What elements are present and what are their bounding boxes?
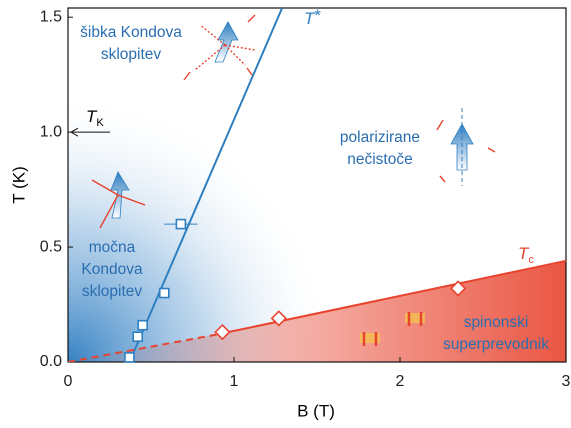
y-axis-label: T (K) <box>9 166 28 203</box>
region-label: sklopitev <box>82 283 143 300</box>
data-point <box>138 321 147 330</box>
y-tick-label: 0.0 <box>40 353 62 370</box>
x-tick-label: 3 <box>562 373 571 390</box>
data-point <box>125 353 134 362</box>
x-tick-label: 1 <box>230 373 239 390</box>
region-label: spinonski <box>464 314 529 331</box>
region-label: šibka Kondova <box>80 24 182 41</box>
x-tick-label: 0 <box>64 373 73 390</box>
series-label: T* <box>304 6 321 28</box>
region-label: nečistoče <box>347 151 412 168</box>
y-tick-label: 1.0 <box>40 123 62 140</box>
data-point <box>133 332 142 341</box>
x-axis-label: B (T) <box>297 401 335 420</box>
region-label: superprevodnik <box>443 336 549 353</box>
region-label: polarizirane <box>340 129 420 146</box>
y-tick-label: 1.5 <box>40 8 62 25</box>
region-label: močna <box>89 239 136 256</box>
data-point <box>176 220 185 229</box>
region-label: Kondova <box>81 261 143 278</box>
data-point <box>160 289 169 298</box>
region-label: sklopitev <box>101 46 162 63</box>
x-tick-label: 2 <box>396 373 405 390</box>
y-tick-label: 0.5 <box>40 238 62 255</box>
chart: B (T) T (K) 01230.00.51.01.5T*TcTKšibka … <box>0 0 571 428</box>
